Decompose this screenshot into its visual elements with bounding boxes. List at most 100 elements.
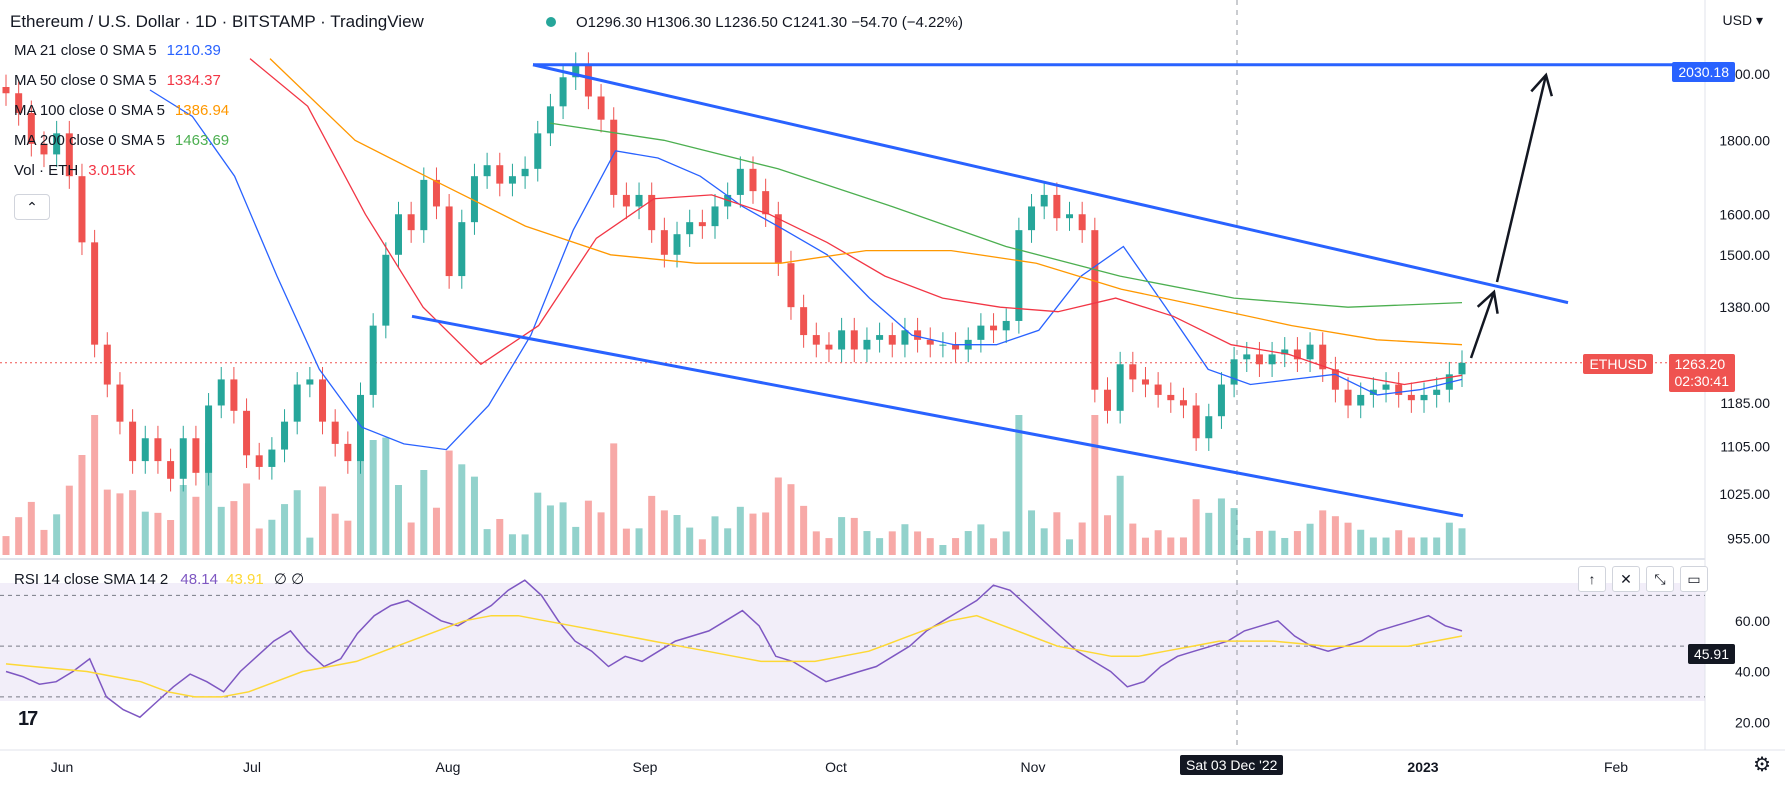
bar-countdown: 02:30:41 xyxy=(1674,373,1730,389)
candle-body xyxy=(1129,364,1137,380)
candle-body xyxy=(167,461,175,479)
candle-body xyxy=(1458,362,1466,375)
moving-average-line xyxy=(549,122,1463,308)
volume-bar xyxy=(205,443,213,555)
x-tick-label: Nov xyxy=(1021,759,1046,775)
volume-bar xyxy=(1154,530,1162,555)
y-tick-label: 1185.00 xyxy=(1720,395,1770,411)
candle-body xyxy=(1053,194,1061,219)
candle-body xyxy=(977,325,985,340)
volume-bar xyxy=(597,512,605,555)
volume-bar xyxy=(787,484,795,555)
gear-icon[interactable]: ⚙ xyxy=(1753,754,1771,776)
moving-average-line xyxy=(149,89,1463,451)
candle-body xyxy=(2,87,10,94)
candle-body xyxy=(825,344,833,350)
volume-bar xyxy=(1103,515,1111,555)
channel-lower-line xyxy=(411,314,1464,518)
volume-bar xyxy=(268,519,276,555)
candle-body xyxy=(534,133,542,169)
collapse-pane-button[interactable]: ⤡ xyxy=(1646,566,1674,592)
maximize-pane-button[interactable]: ▭ xyxy=(1680,566,1708,592)
candle-body xyxy=(597,96,605,120)
chart-title: Ethereum / U.S. Dollar · 1D · BITSTAMP ·… xyxy=(10,12,424,32)
volume-bar xyxy=(876,538,884,555)
candle-body xyxy=(749,168,757,192)
candle-body xyxy=(800,307,808,336)
indicator-value: 3.015K xyxy=(88,162,136,179)
volume-bar xyxy=(534,492,542,555)
x-tick-label: Aug xyxy=(436,759,461,775)
volume-bar xyxy=(357,445,365,555)
x-tick-label: Jul xyxy=(243,759,261,775)
volume-bar xyxy=(1331,516,1339,555)
volume-bar xyxy=(40,529,48,555)
candle-body xyxy=(1293,349,1301,360)
indicator-value: 1334.37 xyxy=(166,72,221,89)
candle-body xyxy=(1116,364,1124,411)
volume-bar xyxy=(1179,537,1187,555)
candle-body xyxy=(673,234,681,255)
volume-bar xyxy=(382,437,390,555)
candle-body xyxy=(217,379,225,406)
x-tick-label: Jun xyxy=(51,759,74,775)
indicator-row: MA 200 close 0 SMA 5 1463.69 xyxy=(14,132,229,149)
volume-bar xyxy=(1255,530,1263,555)
ohlc-values: O1296.30 H1306.30 L1236.50 C1241.30 −54.… xyxy=(576,14,963,31)
volume-bar xyxy=(1129,523,1137,555)
x-tick-label: Oct xyxy=(825,759,847,775)
candle-body xyxy=(546,106,554,134)
volume-bar xyxy=(1002,531,1010,555)
candle-body xyxy=(357,394,365,462)
projection-arrow-1-head xyxy=(1476,289,1499,314)
volume-bar xyxy=(508,534,516,555)
volume-bar xyxy=(559,502,567,555)
volume-bar xyxy=(863,531,871,555)
candle-body xyxy=(78,176,86,243)
candle-body xyxy=(901,330,909,345)
tradingview-logo-icon[interactable]: 17 xyxy=(18,708,38,730)
volume-bar xyxy=(1053,512,1061,555)
candle-body xyxy=(914,330,922,340)
move-pane-up-button[interactable]: ↑ xyxy=(1578,566,1606,592)
volume-bar xyxy=(1116,475,1124,555)
last-price-value: 1263.20 xyxy=(1674,356,1726,372)
volume-bar xyxy=(610,443,618,555)
indicator-label: MA 100 close 0 SMA 5 xyxy=(14,102,165,119)
volume-bar xyxy=(230,501,238,555)
candle-body xyxy=(420,179,428,231)
rsi-series-line xyxy=(5,579,1463,719)
moving-average-line xyxy=(269,58,1463,346)
candle-body xyxy=(496,165,504,184)
indicator-row: MA 50 close 0 SMA 5 1334.37 xyxy=(14,72,221,89)
candle-body xyxy=(622,194,630,207)
candle-body xyxy=(1141,379,1149,385)
candle-body xyxy=(1179,400,1187,406)
volume-bar xyxy=(369,440,377,555)
volume-bar xyxy=(1395,530,1403,555)
close-pane-button[interactable]: ✕ xyxy=(1612,566,1640,592)
indicator-label: Vol · ETH xyxy=(14,162,79,179)
candle-body xyxy=(1268,354,1276,365)
currency-selector[interactable]: USD ▾ xyxy=(1722,12,1763,28)
volume-bar xyxy=(243,483,251,555)
candle-body xyxy=(344,443,352,462)
y-tick-label: 1105.00 xyxy=(1720,439,1770,455)
volume-bar xyxy=(686,527,694,555)
volume-bar xyxy=(179,485,187,555)
volume-bar xyxy=(914,531,922,555)
volume-bar xyxy=(65,485,73,555)
collapse-legend-button[interactable]: ⌃ xyxy=(14,194,50,220)
candle-body xyxy=(774,214,782,264)
symbol-title: Ethereum / U.S. Dollar · 1D · BITSTAMP ·… xyxy=(10,12,424,31)
candle-body xyxy=(331,421,339,444)
candle-body xyxy=(787,263,795,308)
volume-bar xyxy=(483,529,491,555)
volume-bar xyxy=(711,516,719,555)
volume-bar xyxy=(1458,528,1466,555)
volume-bar xyxy=(584,500,592,555)
rsi-legend: RSI 14 close SMA 14 2 48.14 43.91 ∅ ∅ xyxy=(14,570,304,588)
candle-body xyxy=(103,344,111,385)
rsi-y-tick-label: 20.00 xyxy=(1735,714,1770,730)
